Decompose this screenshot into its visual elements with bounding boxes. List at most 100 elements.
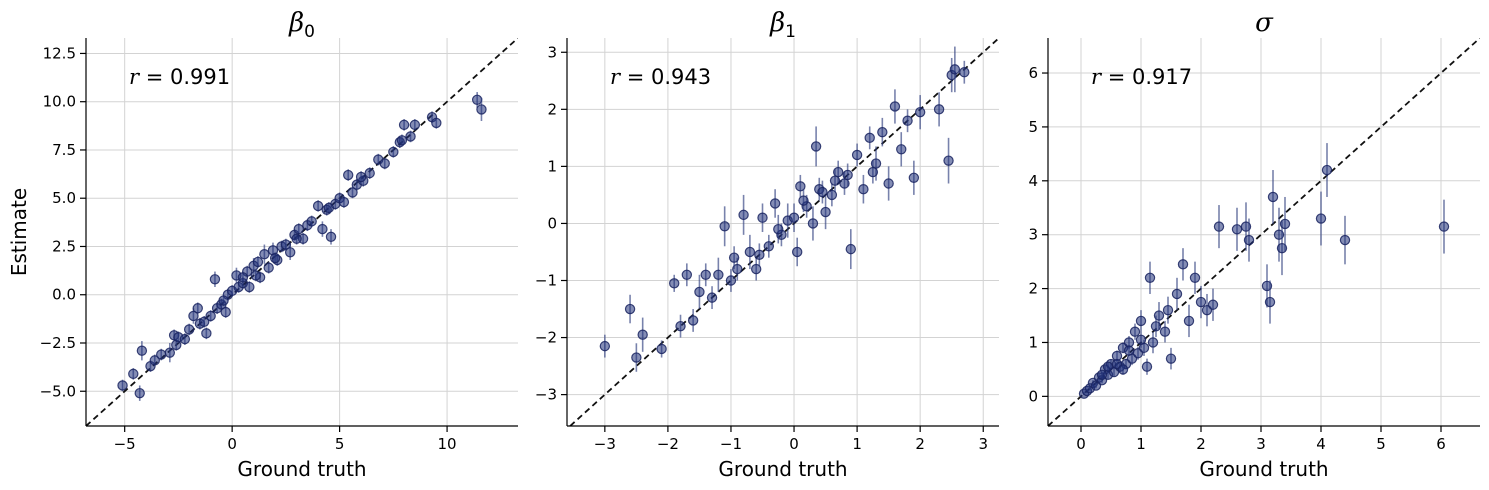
data-point	[1339, 234, 1351, 246]
data-point	[1207, 299, 1219, 310]
data-point	[896, 144, 907, 155]
x-axis-label: Ground truth	[1199, 457, 1328, 481]
data-point	[624, 303, 636, 315]
x-tick-label: 1	[852, 435, 862, 453]
data-point	[810, 141, 822, 152]
r-symbol: r	[129, 65, 141, 89]
data-point	[183, 324, 195, 335]
data-point	[291, 233, 302, 244]
x-tick-label: 3	[978, 435, 988, 453]
data-point	[476, 104, 487, 115]
y-tick-label: 2.5	[52, 237, 76, 255]
x-tick-label: 0	[227, 435, 237, 453]
data-point	[883, 178, 894, 189]
x-tick-label: −5	[114, 435, 136, 453]
y-tick-label: 2	[547, 100, 557, 118]
data-point	[164, 347, 176, 358]
data-point	[1177, 259, 1189, 270]
data-point	[826, 189, 838, 201]
chart-title: σ	[1255, 8, 1274, 38]
data-point	[757, 212, 768, 223]
data-point	[1243, 234, 1255, 246]
data-point	[263, 262, 274, 273]
data-point	[867, 166, 879, 178]
data-point	[396, 135, 408, 146]
data-point	[845, 243, 856, 255]
data-point	[908, 172, 920, 183]
data-point	[355, 171, 367, 183]
x-tick-label: 2	[1196, 435, 1206, 453]
r-symbol: r	[610, 65, 622, 89]
data-point	[795, 181, 806, 192]
data-point	[1102, 361, 1114, 372]
data-point	[1141, 361, 1153, 372]
correlation-annotation: r = 0.991	[129, 65, 230, 89]
data-point	[669, 278, 680, 289]
data-point	[858, 184, 869, 195]
grid	[1048, 38, 1480, 426]
x-tick-label: 10	[438, 435, 457, 453]
data-point	[1159, 326, 1171, 337]
data-point	[914, 106, 926, 118]
data-point	[1129, 326, 1141, 337]
panel-beta0: −5 0 5 10−5.0−2.50.02.55.07.510.012.5β0Grou…	[7, 8, 518, 481]
data-point	[738, 209, 749, 221]
data-point	[713, 269, 724, 280]
data-point	[817, 186, 828, 198]
x-tick-label: 0	[789, 435, 799, 453]
data-point	[237, 272, 249, 283]
data-point	[706, 292, 718, 303]
title-symbol: β	[769, 8, 785, 38]
data-point	[889, 101, 901, 112]
data-points	[599, 46, 970, 372]
data-point	[798, 195, 809, 206]
data-point	[750, 263, 762, 275]
data-point	[829, 175, 841, 186]
x-tick-label: 1	[1136, 435, 1146, 453]
data-point	[398, 119, 410, 131]
y-tick-label: 1	[547, 157, 557, 175]
data-point	[864, 132, 875, 144]
x-tick-label: 5	[335, 435, 345, 453]
data-point	[1135, 334, 1147, 345]
data-point	[259, 248, 270, 260]
y-tick-label: 7.5	[52, 141, 76, 159]
r-value: = 0.943	[620, 65, 711, 89]
data-point	[364, 167, 375, 179]
data-point	[1123, 345, 1135, 356]
y-tick-label: −3	[535, 386, 557, 404]
data-point	[933, 104, 945, 115]
data-point	[1165, 353, 1177, 364]
data-point	[431, 117, 442, 129]
data-point	[244, 281, 255, 293]
data-point	[631, 352, 642, 363]
y-tick-label: 5.0	[52, 189, 76, 207]
data-point	[1162, 304, 1174, 316]
data-point	[1183, 315, 1195, 327]
data-point	[471, 94, 483, 105]
data-point	[1267, 191, 1279, 203]
data-point	[728, 252, 740, 263]
data-point	[409, 119, 421, 131]
data-point	[763, 241, 775, 252]
identity-line	[569, 38, 999, 426]
x-tick-label: 0	[1076, 435, 1086, 453]
data-point	[209, 274, 221, 285]
data-point	[149, 355, 160, 366]
y-tick-label: 3	[547, 43, 557, 61]
data-point	[405, 131, 416, 142]
y-tick-label: 12.5	[43, 44, 76, 62]
r-symbol: r	[1091, 65, 1103, 89]
data-point	[1171, 288, 1183, 300]
data-point	[1189, 272, 1201, 284]
data-point	[156, 349, 167, 360]
y-tick-label: 0	[1028, 387, 1038, 405]
y-tick-label: 4	[1028, 172, 1038, 190]
y-tick-label: −2.5	[40, 334, 76, 352]
data-point	[325, 231, 337, 243]
r-value: = 0.991	[139, 65, 230, 89]
x-axis-label: Ground truth	[237, 457, 366, 481]
x-tick-label: −1	[720, 435, 742, 453]
x-axis-label: Ground truth	[718, 457, 847, 481]
